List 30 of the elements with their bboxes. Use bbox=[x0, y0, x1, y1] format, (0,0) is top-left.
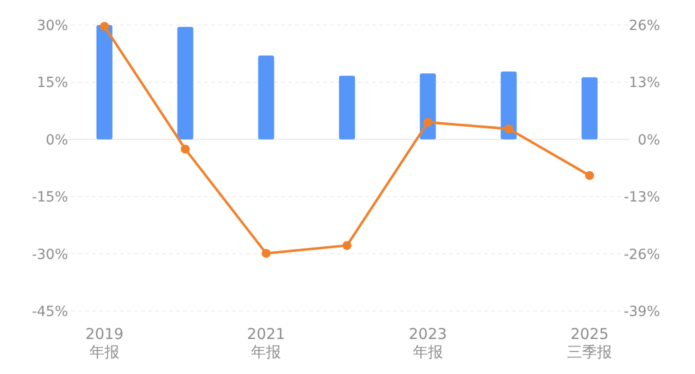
x-tick-label: 2025 三季报 bbox=[567, 325, 612, 361]
y-tick-label: -45% bbox=[32, 304, 68, 320]
point bbox=[504, 124, 514, 134]
x-tick-label: 2023 年报 bbox=[408, 325, 447, 361]
bar bbox=[582, 77, 598, 140]
y-tick-label: 30% bbox=[36, 18, 68, 34]
x-tick-label: 2019 年报 bbox=[85, 325, 124, 361]
bar bbox=[420, 73, 436, 140]
point bbox=[423, 118, 432, 127]
y2-tick-label: -13% bbox=[624, 190, 660, 206]
point bbox=[262, 248, 271, 258]
y-tick-label: -30% bbox=[32, 246, 68, 263]
y2-tick-label: -26% bbox=[624, 246, 660, 263]
bar bbox=[500, 72, 517, 140]
y-tick-label: 0% bbox=[46, 132, 68, 148]
point bbox=[180, 144, 190, 154]
y2-tick-label: 0% bbox=[638, 132, 660, 148]
y2-tick-label: 26% bbox=[628, 18, 660, 34]
bar bbox=[258, 56, 274, 140]
point bbox=[585, 170, 594, 180]
y-tick-label: -15% bbox=[32, 190, 68, 206]
bar bbox=[96, 25, 112, 140]
x-tick-label: 2021 年报 bbox=[247, 325, 286, 361]
bar bbox=[177, 26, 194, 140]
y2-tick-label: 13% bbox=[628, 75, 660, 92]
bar bbox=[339, 76, 355, 140]
y2-tick-label: -39% bbox=[624, 304, 660, 320]
point bbox=[342, 240, 352, 250]
y-tick-label: 15% bbox=[36, 75, 68, 92]
point bbox=[100, 22, 109, 31]
